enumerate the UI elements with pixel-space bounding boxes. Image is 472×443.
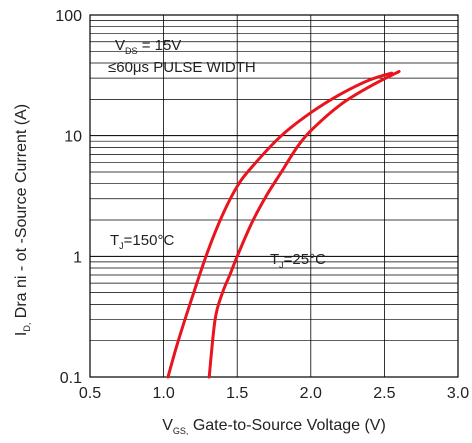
x-axis-label-rest: Gate-to-Source Voltage (V) [188, 417, 385, 434]
tick-labels: 0.5 1.0 1.5 2.0 2.5 3.0 0.1 1 10 100 [55, 8, 469, 402]
plot-frame [89, 14, 459, 378]
x-axis-label-sub: GS, [173, 426, 189, 436]
x-tick-label: 2.0 [300, 385, 322, 402]
pulse-width-annotation: ≤60μs PULSE WIDTH [108, 59, 256, 76]
vds-main: V [115, 37, 125, 54]
tj25-annotation: TJ=25°C [270, 251, 326, 270]
y-tick-label: 1 [73, 249, 82, 266]
tj25-sub: J [279, 260, 284, 270]
vds-rest: = 15V [138, 37, 182, 54]
y-axis-label-sub: D, [22, 323, 32, 332]
y-axis-label-main: I [13, 332, 30, 336]
y-axis-label-rest: Dra ni - ot -Source Current (A) [13, 104, 30, 323]
x-axis-label: VGS, Gate-to-Source Voltage (V) [162, 417, 386, 436]
tj150-sub: J [119, 241, 124, 251]
grid [90, 15, 458, 377]
tj150-annotation: TJ=150°C [110, 232, 174, 251]
tj25-main: T [270, 251, 279, 268]
vds-sub: DS [125, 46, 138, 56]
x-tick-label: 0.5 [79, 385, 101, 402]
x-tick-label: 2.5 [373, 385, 395, 402]
y-tick-label: 0.1 [60, 370, 82, 387]
x-tick-label: 1.0 [152, 385, 174, 402]
x-tick-label: 1.5 [226, 385, 248, 402]
y-tick-label: 10 [64, 129, 82, 146]
x-axis-label-main: V [162, 417, 173, 434]
vds-annotation: VDS = 15V [115, 37, 181, 56]
series-line-tj150 [166, 71, 394, 379]
series-line-tj25 [207, 70, 401, 379]
tj150-main: T [110, 232, 119, 249]
tj150-rest: =150°C [124, 232, 175, 249]
x-tick-label: 3.0 [447, 385, 469, 402]
series-layer [166, 70, 401, 379]
tj25-rest: =25°C [284, 251, 326, 268]
y-axis-label: ID, Dra ni - ot -Source Current (A) [13, 104, 32, 336]
y-tick-label: 100 [55, 8, 82, 25]
